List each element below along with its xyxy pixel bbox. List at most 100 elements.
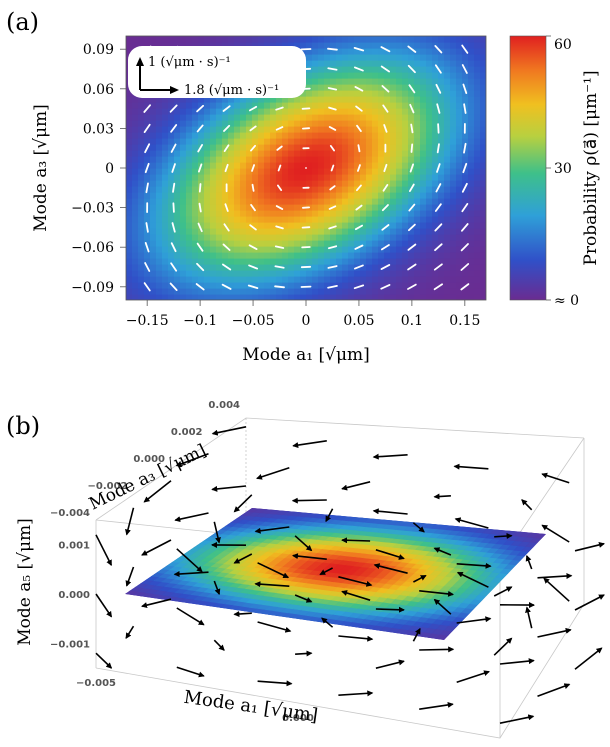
heatmap-cell	[150, 294, 157, 300]
heatmap-cell	[246, 108, 253, 115]
heatmap-cell	[378, 102, 385, 109]
heatmap-cell	[360, 270, 367, 277]
heatmap-cell	[150, 156, 157, 163]
heatmap-cell	[462, 192, 469, 199]
heatmap-cell	[288, 258, 295, 265]
heatmap-cell	[234, 228, 241, 235]
heatmap-cell	[306, 36, 313, 43]
heatmap-cell	[468, 210, 475, 217]
heatmap-cell	[384, 120, 391, 127]
vector-arrow-3d	[176, 607, 205, 626]
heatmap-cell	[198, 192, 205, 199]
heatmap-cell	[414, 240, 421, 247]
heatmap-cell	[396, 162, 403, 169]
heatmap-cell	[354, 228, 361, 235]
heatmap-cell	[174, 108, 181, 115]
heatmap-cell	[462, 84, 469, 91]
heatmap-cell	[258, 216, 265, 223]
heatmap-cell	[234, 216, 241, 223]
vector-arrow	[356, 164, 361, 172]
heatmap-cell	[396, 84, 403, 91]
heatmap-cell	[204, 294, 211, 300]
heatmap-cell	[438, 108, 445, 115]
heatmap-cell	[420, 42, 427, 49]
heatmap-cell	[240, 162, 247, 169]
heatmap-cell	[144, 216, 151, 223]
heatmap-cell	[198, 204, 205, 211]
heatmap-cell	[192, 174, 199, 181]
heatmap-cell	[252, 270, 259, 277]
heatmap-cell	[150, 276, 157, 283]
vector-arrow	[381, 224, 390, 231]
vector-arrow-3d	[453, 463, 489, 470]
vector-arrow-3d	[494, 533, 513, 540]
heatmap-cell	[450, 156, 457, 163]
heatmap-cell	[342, 126, 349, 133]
heatmap-cell	[132, 96, 139, 103]
heatmap-cell	[462, 168, 469, 175]
heatmap-cell	[300, 246, 307, 253]
colorbar-label: Probability ρ(a⃗) [μm⁻¹]	[581, 70, 601, 265]
heatmap-cell	[456, 48, 463, 55]
heatmap-cell	[258, 252, 265, 259]
heatmap-cell	[174, 174, 181, 181]
heatmap-cell	[366, 120, 373, 127]
heatmap-cell	[444, 240, 451, 247]
heatmap-cell	[240, 126, 247, 133]
heatmap-cell	[384, 90, 391, 97]
heatmap-cell	[150, 96, 157, 103]
heatmap-cell	[390, 264, 397, 271]
heatmap-cell	[372, 60, 379, 67]
heatmap-cell	[342, 186, 349, 193]
heatmap-cell	[306, 234, 313, 241]
heatmap-cell	[228, 270, 235, 277]
heatmap-cell	[306, 246, 313, 253]
heatmap-cell	[396, 72, 403, 79]
heatmap-cell	[300, 192, 307, 199]
heatmap-cell	[462, 96, 469, 103]
heatmap-cell	[132, 246, 139, 253]
heatmap-cell	[246, 132, 253, 139]
heatmap-cell	[270, 252, 277, 259]
heatmap-cell	[312, 204, 319, 211]
heatmap-cell	[162, 138, 169, 145]
heatmap-cell	[462, 132, 469, 139]
heatmap-cell	[234, 174, 241, 181]
heatmap-cell	[408, 288, 415, 295]
heatmap-cell	[288, 288, 295, 295]
vector-arrow-3d	[525, 606, 533, 629]
heatmap-cell	[402, 246, 409, 253]
heatmap-cell	[438, 84, 445, 91]
heatmap-cell	[420, 240, 427, 247]
heatmap-cell	[306, 192, 313, 199]
heatmap-cell	[126, 240, 133, 247]
heatmap-cell	[324, 258, 331, 265]
vector-arrow-3d	[537, 627, 572, 638]
heatmap-cell	[216, 252, 223, 259]
heatmap-cell	[432, 168, 439, 175]
heatmap-cell	[216, 216, 223, 223]
heatmap-cell	[216, 174, 223, 181]
heatmap-cell	[444, 294, 451, 300]
heatmap-cell	[444, 186, 451, 193]
heatmap-cell	[354, 240, 361, 247]
heatmap-cell	[240, 234, 247, 241]
heatmap-cell	[240, 168, 247, 175]
heatmap-cell	[378, 222, 385, 229]
vector-arrow	[433, 263, 443, 271]
heatmap-cell	[420, 198, 427, 205]
heatmap-cell	[246, 168, 253, 175]
heatmap-cell	[282, 180, 289, 187]
heatmap-cell	[192, 234, 199, 241]
heatmap-cell	[312, 264, 319, 271]
heatmap-cell	[210, 126, 217, 133]
heatmap-cell	[456, 102, 463, 109]
heatmap-cell	[366, 54, 373, 61]
heatmap-cell	[360, 84, 367, 91]
heatmap-cell	[204, 150, 211, 157]
heatmap-cell	[360, 60, 367, 67]
heatmap-cell	[276, 120, 283, 127]
heatmap-cell	[480, 216, 486, 223]
heatmap-cell	[180, 168, 187, 175]
heatmap-cell	[384, 174, 391, 181]
